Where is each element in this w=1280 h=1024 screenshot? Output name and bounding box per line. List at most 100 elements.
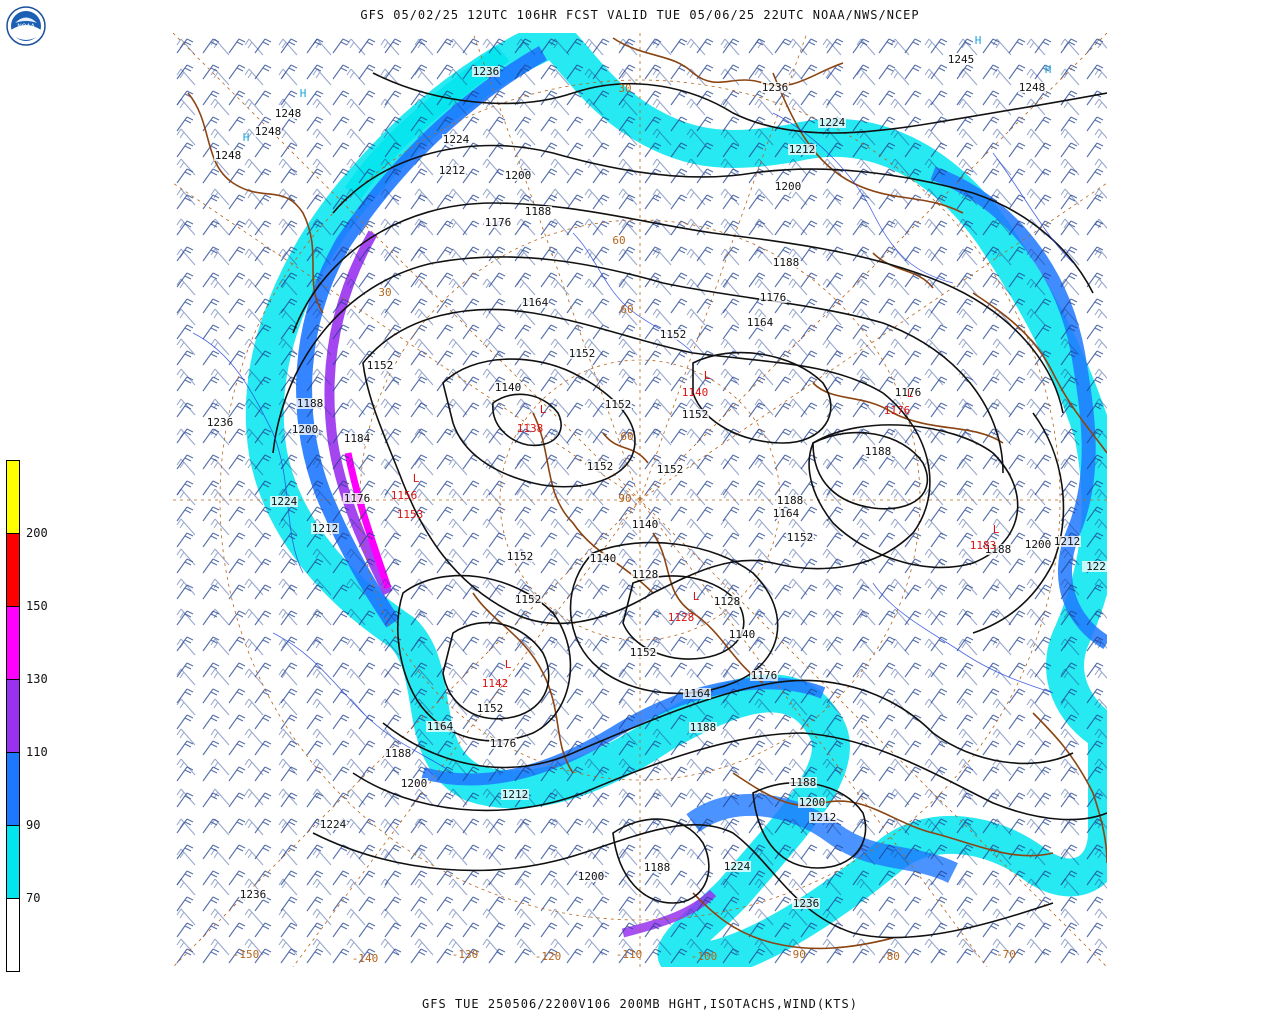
contour-label: 1164	[747, 316, 774, 329]
contour-label-bg	[577, 871, 605, 882]
contour-label-bg	[786, 532, 814, 543]
contour-label-bg	[864, 446, 892, 457]
contour-label-bg	[772, 508, 800, 519]
contour-label: 1212	[1054, 535, 1081, 548]
contour-label-bg	[366, 360, 394, 371]
longitude-label: -130	[452, 948, 479, 961]
contour-label: 1152	[587, 460, 614, 473]
contour-label-bg	[631, 569, 659, 580]
legend-label: 110	[26, 745, 48, 759]
contour-label: 1152	[605, 398, 632, 411]
contour-label: 1152	[367, 359, 394, 372]
contour-label: 1140	[590, 552, 617, 565]
contour-label: 1188	[385, 747, 412, 760]
legend-swatch	[6, 679, 20, 753]
contour-label: 1212	[810, 811, 837, 824]
chart-subtitle: GFS TUE 250506/2200V106 200MB HGHT,ISOTA…	[422, 997, 858, 1011]
contour-label: 1128	[632, 568, 659, 581]
legend-swatch	[6, 460, 20, 534]
contour-label: 1152	[569, 347, 596, 360]
contour-label-bg	[759, 292, 787, 303]
longitude-labels: -150 -140 -130 -120 -110 -100 -90 -80 -70	[233, 948, 1016, 965]
contour-label-bg	[319, 819, 347, 830]
contour-label: 1176	[895, 386, 922, 399]
contour-label: 1236	[473, 65, 500, 78]
contour-label-bg	[792, 898, 820, 909]
contour-label-bg	[506, 551, 534, 562]
low-pressure-value: 1153	[397, 508, 424, 521]
low-pressure-value: 1128	[668, 611, 695, 624]
contour-label: 1128	[714, 595, 741, 608]
contour-label-bg	[984, 544, 1012, 555]
contour-label-bg	[683, 688, 711, 699]
contour-label-bg	[629, 647, 657, 658]
contour-label: 1188	[297, 397, 324, 410]
legend-swatch	[6, 898, 20, 972]
contour-label-bg	[656, 464, 684, 475]
contour-label: 1188	[690, 721, 717, 734]
legend-label: 150	[26, 599, 48, 613]
longitude-label: -110	[616, 948, 643, 961]
contour-label-bg	[214, 150, 242, 161]
contour-label-bg	[343, 493, 371, 504]
contour-label-bg	[604, 399, 632, 410]
contour-label: 1176	[490, 737, 517, 750]
contour-label-bg	[1082, 561, 1107, 572]
contour-label: 1184	[344, 432, 371, 445]
contour-label: 1188	[773, 256, 800, 269]
low-pressure-value: 1142	[482, 677, 509, 690]
coastlines	[187, 37, 1107, 950]
contour-label: 1224	[724, 860, 751, 873]
low-pressure-value: 1138	[517, 422, 544, 435]
contour-label-bg	[521, 297, 549, 308]
contour-label-bg	[484, 217, 512, 228]
contour-label: 1188	[644, 861, 671, 874]
contour-label: 1200	[1025, 538, 1052, 551]
contour-label: 1212	[789, 143, 816, 156]
contour-label-bg	[643, 862, 671, 873]
isotach-lines	[192, 112, 1074, 774]
contour-label: 1152	[787, 531, 814, 544]
contour-label-bg	[818, 117, 846, 128]
height-contours	[272, 72, 1107, 939]
contour-label-bg	[494, 382, 522, 393]
contour-label: 1188	[525, 205, 552, 218]
contour-label-bg	[809, 812, 837, 823]
contour-label: 1224	[320, 818, 347, 831]
latitude-label: 30	[618, 82, 631, 95]
contour-label: 1152	[682, 408, 709, 421]
longitude-label: -120	[535, 950, 562, 963]
contour-label: 1200	[775, 180, 802, 193]
contour-label-bg	[788, 144, 816, 155]
contour-label: 1164	[522, 296, 549, 309]
low-pressure-marker: L	[993, 523, 1000, 536]
contour-label-bg	[476, 703, 504, 714]
legend-label: 200	[26, 526, 48, 540]
contour-label-bg	[296, 398, 324, 409]
contour-label-bg	[524, 206, 552, 217]
contour-label: 1188	[865, 445, 892, 458]
contour-label: 1164	[773, 507, 800, 520]
contour-label: 1176	[751, 669, 778, 682]
contour-label: 1152	[477, 702, 504, 715]
contour-label-bg	[894, 387, 922, 398]
graticule	[173, 33, 1107, 967]
contour-label-bg	[291, 424, 319, 435]
contour-label-bg	[1053, 536, 1081, 547]
latitude-label: 30	[378, 286, 391, 299]
high-pressure-marker: H	[975, 34, 982, 47]
contour-label-bg	[746, 317, 774, 328]
contour-label: 1212	[439, 164, 466, 177]
contour-label-bg	[472, 66, 500, 77]
contour-label: 1188	[790, 776, 817, 789]
contour-label-bg	[689, 722, 717, 733]
contour-label: 1200	[292, 423, 319, 436]
contour-label: 1188	[985, 543, 1012, 556]
contour-label-bg	[239, 889, 267, 900]
contour-label: 1248	[275, 107, 302, 120]
longitude-label: -80	[880, 950, 900, 963]
high-pressure-marker: H	[300, 87, 307, 100]
latitude-label: 90	[618, 492, 631, 505]
